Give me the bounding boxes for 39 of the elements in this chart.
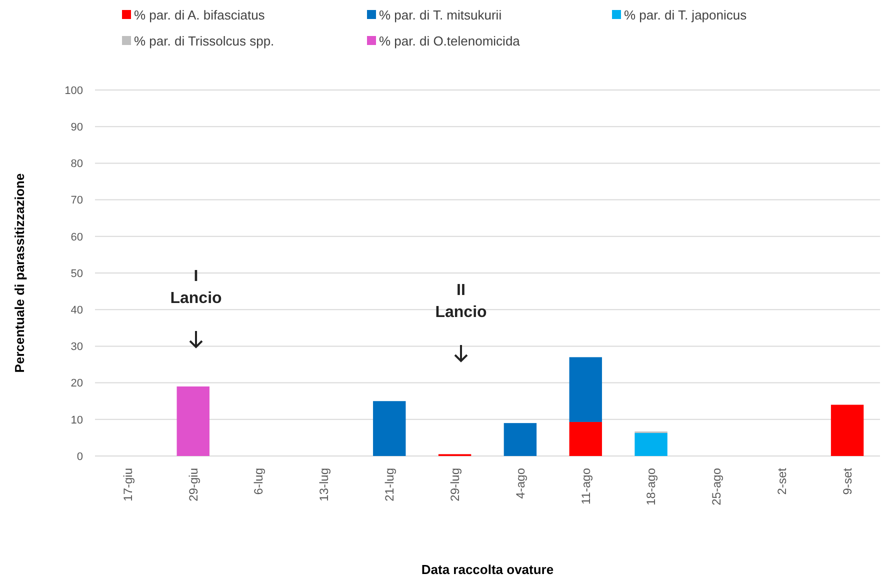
x-axis-title: Data raccolta ovature — [421, 562, 554, 577]
y-tick-label: 90 — [70, 121, 83, 134]
bar — [569, 422, 602, 456]
x-tick-label: 18-ago — [644, 468, 658, 506]
x-tick-label: 2-set — [775, 467, 790, 495]
x-tick-label: 4-ago — [513, 468, 528, 499]
bar — [634, 432, 668, 456]
annotation: II Lancio — [435, 282, 488, 321]
bar — [176, 386, 210, 456]
bar — [373, 401, 406, 456]
legend-label: % par. di A. bifasciatus — [134, 8, 266, 23]
x-tick-label: 6-lug — [252, 468, 266, 495]
y-tick-label: 80 — [70, 158, 83, 170]
y-tick-label: 50 — [70, 268, 83, 280]
y-tick-label: 60 — [70, 231, 83, 244]
x-tick-label: 13-lug — [317, 468, 332, 502]
y-tick-label: 10 — [70, 414, 83, 426]
y-tick-label: 100 — [64, 84, 83, 97]
y-axis-title: Percentuale di parassitizzazione — [12, 173, 27, 373]
y-tick-label: 70 — [70, 194, 83, 207]
bar — [504, 423, 537, 456]
y-tick-label: 30 — [70, 341, 83, 354]
annotation: I Lancio — [170, 268, 222, 307]
x-tick-label: 29-giu — [186, 468, 200, 502]
legend-label: % par. di O.telenomicida — [379, 34, 521, 49]
bar — [830, 404, 864, 456]
x-tick-label: 21-lug — [382, 468, 397, 502]
x-tick-label: 25-ago — [710, 468, 724, 506]
x-tick-label: 17-giu — [120, 468, 135, 502]
legend-label: % par. di Trissolcus spp. — [134, 34, 274, 49]
x-tick-label: 9-set — [840, 467, 854, 495]
legend-label: % par. di T. japonicus — [624, 8, 748, 23]
y-tick-label: 40 — [70, 304, 83, 316]
y-tick-label: 20 — [70, 378, 83, 390]
bar — [569, 357, 602, 422]
x-tick-label: 29-lug — [448, 468, 462, 502]
x-tick-label: 11-ago — [578, 468, 593, 504]
y-tick-label: 0 — [76, 450, 83, 463]
legend-label: % par. di T. mitsukurii — [379, 8, 502, 23]
